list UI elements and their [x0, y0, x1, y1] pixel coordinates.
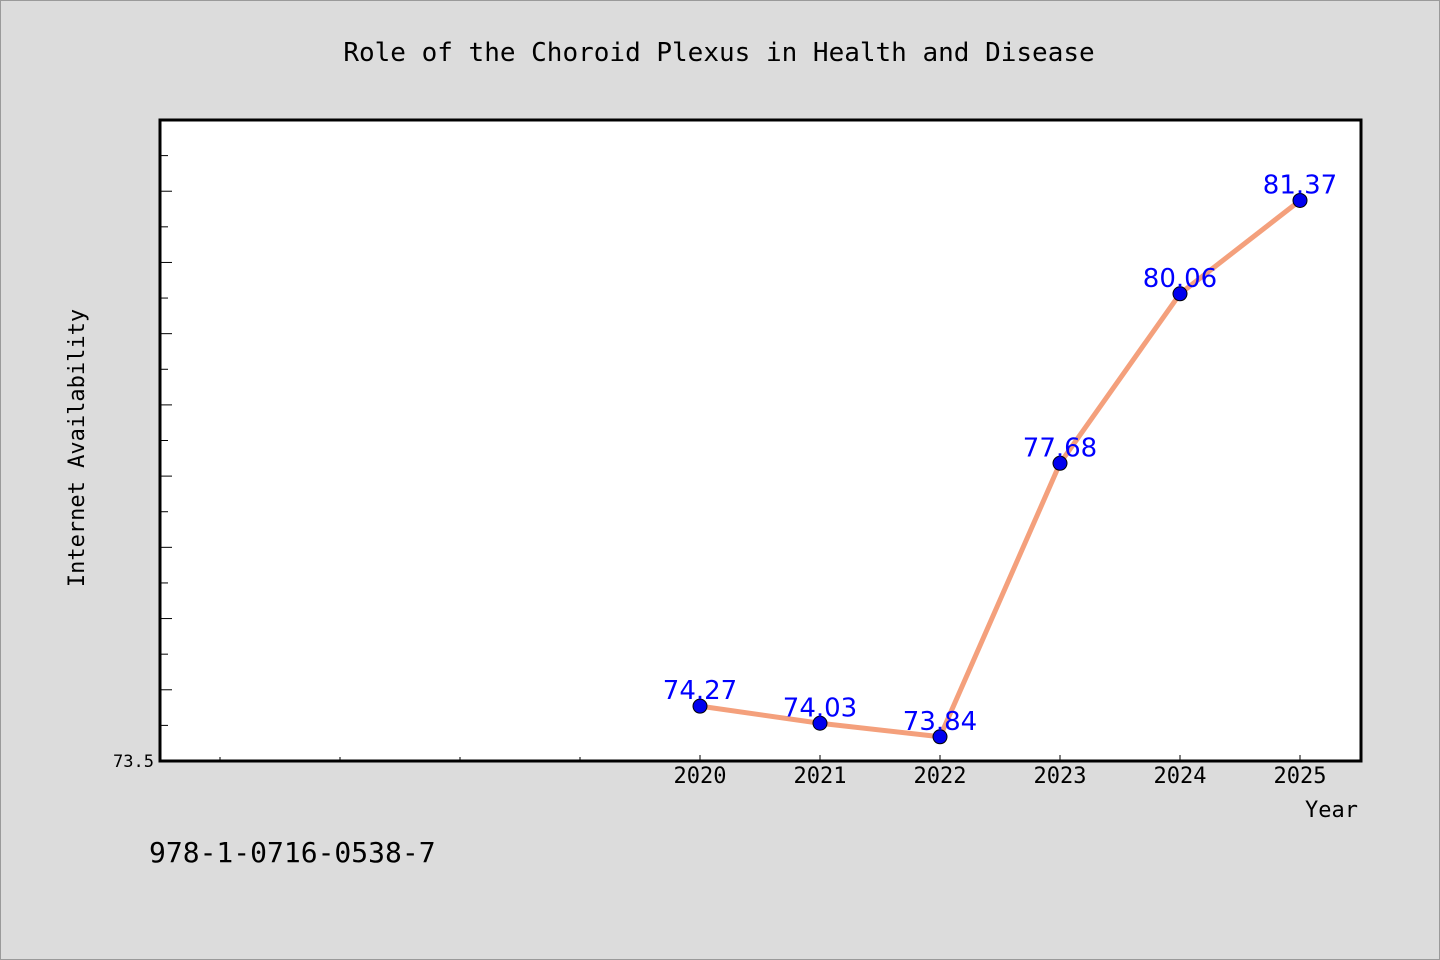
data-point — [692, 698, 708, 714]
data-label: 81.37 — [1263, 170, 1337, 200]
data-label: 74.27 — [663, 676, 737, 706]
data-point — [932, 729, 948, 745]
x-tick-label: 2022 — [914, 764, 967, 789]
data-point — [1052, 455, 1068, 471]
x-tick-label: 2021 — [794, 764, 847, 789]
data-label: 80.06 — [1143, 264, 1217, 294]
plot-area — [158, 118, 1363, 763]
data-label: 73.84 — [903, 707, 977, 737]
data-label: 77.68 — [1023, 433, 1097, 463]
data-point — [812, 715, 828, 731]
chart-title: Role of the Choroid Plexus in Health and… — [343, 38, 1094, 68]
x-tick-label: 2025 — [1274, 764, 1327, 789]
x-axis-title: Year — [1305, 798, 1358, 823]
x-tick-label: 2020 — [674, 764, 727, 789]
data-point — [1292, 192, 1308, 208]
x-tick-label: 2023 — [1034, 764, 1087, 789]
series-line-group: 74.27 74.03 73.84 77.68 80.06 81.37 — [663, 170, 1337, 745]
x-tick-labels: 2020 2021 2022 2023 2024 2025 — [674, 764, 1327, 789]
y-tick-labels: 73.5 — [113, 752, 154, 772]
y-axis-title: Internet Availability — [65, 309, 90, 587]
axis-ticks — [160, 119, 1301, 762]
series-line — [697, 197, 1303, 740]
x-tick-label: 2024 — [1154, 764, 1207, 789]
y-tick-label: 73.5 — [113, 752, 154, 772]
data-label: 74.03 — [783, 693, 857, 723]
isbn-text: 978-1-0716-0538-7 — [149, 836, 436, 869]
data-point — [1172, 286, 1188, 302]
